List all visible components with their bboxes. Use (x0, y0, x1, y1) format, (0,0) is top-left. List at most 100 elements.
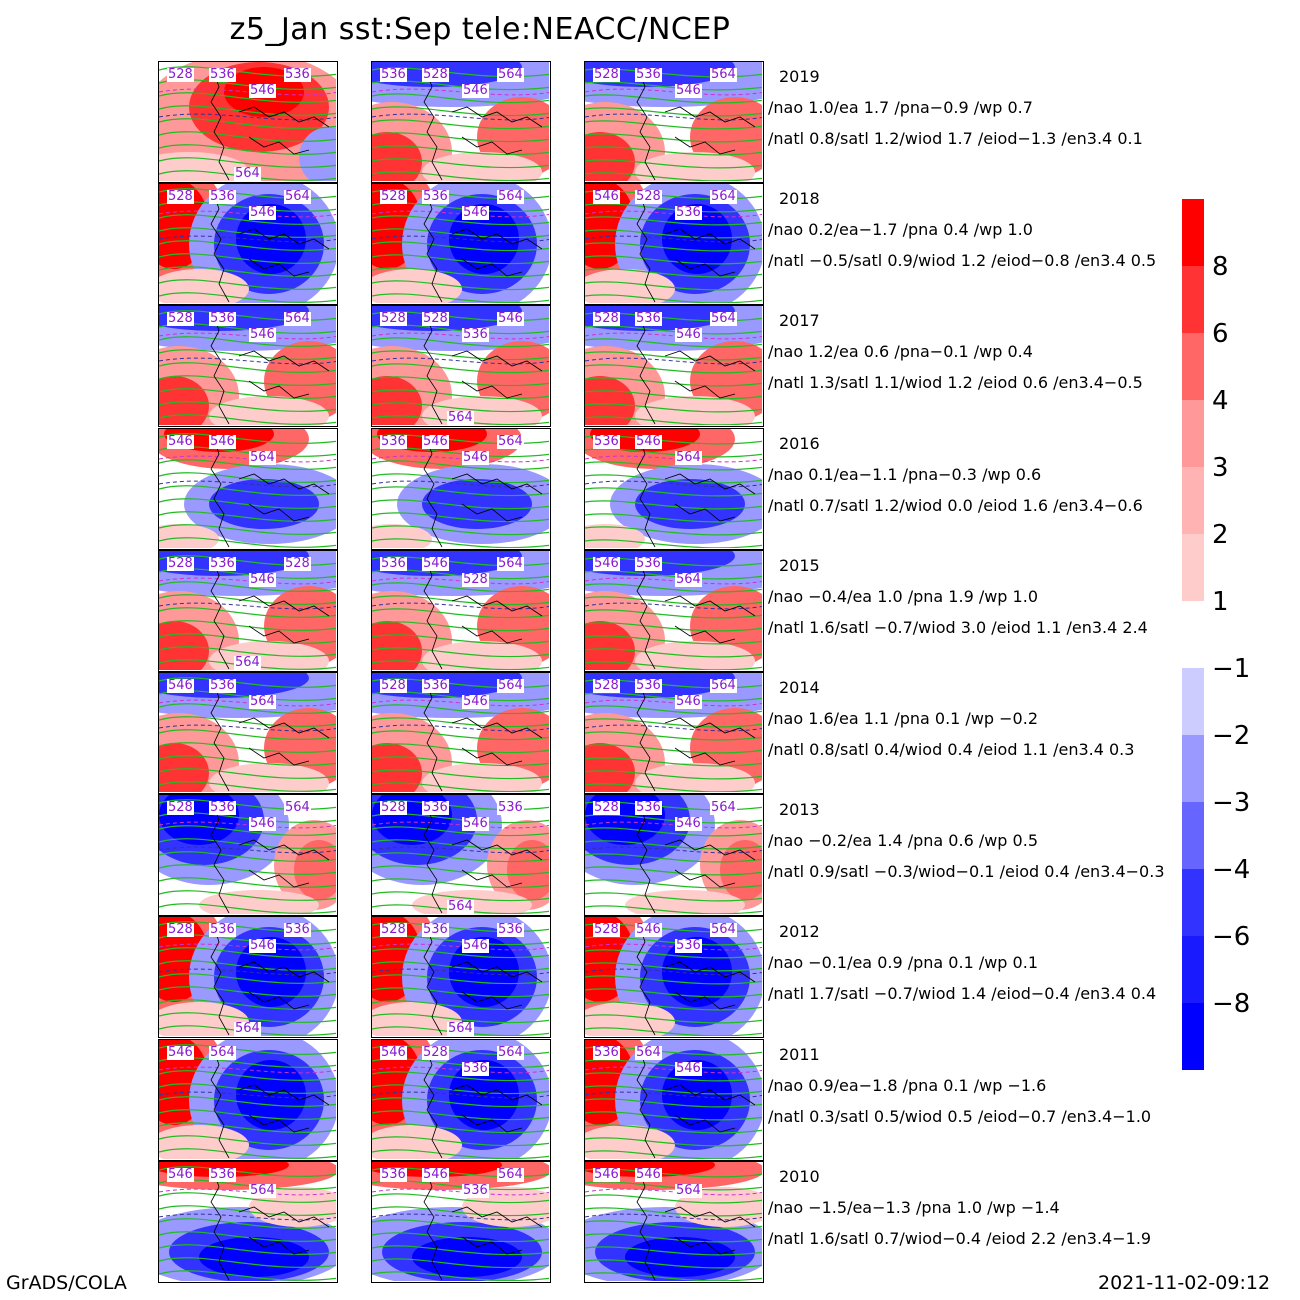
map-canvas (159, 184, 336, 304)
contour-label: 564 (497, 433, 524, 449)
geopotential-contour (159, 349, 336, 361)
coastline (210, 560, 330, 669)
geopotential-contour (585, 242, 762, 252)
coastline (210, 316, 330, 425)
climatology-contour (159, 944, 336, 951)
contour-label: 564 (710, 800, 737, 816)
colorbar-tick-label: −8 (1212, 989, 1251, 1019)
geopotential-contour (372, 1232, 549, 1242)
colorbar-tick-label: 8 (1212, 252, 1229, 282)
geopotential-contour (159, 336, 336, 348)
geopotential-contour (585, 94, 762, 104)
geopotential-contour (372, 769, 549, 780)
contour-label: 536 (209, 189, 236, 205)
index-line-1: /nao 0.1/ea−1.1 /pna−0.3 /wp 0.6 (768, 464, 1042, 484)
geopotential-contour (159, 388, 336, 400)
geopotential-contour (585, 1136, 762, 1147)
index-line-2: /natl 1.6/satl 0.7/wiod−0.4 /eiod 2.2 /e… (768, 1228, 1152, 1248)
geopotential-contour (159, 1108, 336, 1120)
geopotential-contour (372, 1083, 549, 1094)
climatology-contour (585, 577, 762, 585)
contour-label: 546 (167, 1166, 194, 1182)
climatology-contour (585, 1213, 762, 1221)
colorbar-swatch (1182, 266, 1204, 333)
geopotential-contour (372, 634, 549, 644)
contour-label: 564 (710, 189, 737, 205)
map-canvas (585, 306, 762, 426)
geopotential-contour (159, 973, 336, 985)
colorbar-swatch (1182, 400, 1204, 467)
anomaly-shading (662, 937, 732, 1008)
coastline (423, 682, 543, 792)
year-index-block: 2012/nao −0.1/ea 0.9 /pna 0.1 /wp 0.1/na… (768, 916, 1188, 1009)
anomaly-shading (585, 620, 635, 670)
year-label: 2016 (779, 433, 820, 453)
contour-label: 546 (462, 694, 489, 709)
year-label: 2014 (779, 678, 820, 697)
contour-label: 564 (447, 1021, 474, 1037)
geopotential-contour (159, 1069, 336, 1081)
contour-label: 546 (462, 449, 489, 465)
geopotential-contour (585, 499, 762, 510)
contour-label: 536 (635, 555, 662, 571)
climatology-contour (159, 1066, 336, 1073)
anomaly-shading (625, 890, 745, 915)
anomaly-shading (159, 1002, 249, 1037)
geopotential-contour (372, 511, 549, 522)
geopotential-contour (372, 485, 549, 496)
climatology-contour (585, 699, 762, 707)
contour-label: 564 (497, 555, 524, 571)
geopotential-contour (585, 146, 762, 156)
geopotential-contour (159, 131, 336, 142)
geopotential-contour (159, 1243, 336, 1255)
footer-timestamp: 2021-11-02-09:12 (1098, 1272, 1271, 1294)
geopotential-contour (159, 66, 336, 77)
map-panel-2010-2: 536 546 536 564 (371, 1160, 551, 1283)
anomaly-shading (159, 743, 209, 792)
geopotential-contour (585, 486, 762, 497)
contour-label: 536 (422, 189, 449, 205)
geopotential-contour (585, 133, 762, 143)
coastline (210, 927, 330, 1036)
coastline (636, 71, 756, 181)
map-canvas (585, 550, 762, 670)
climatology-contour (372, 1091, 549, 1098)
geopotential-contour (372, 215, 549, 226)
contour-label: 528 (593, 311, 620, 327)
coastline (636, 1171, 756, 1280)
geopotential-contour (159, 851, 336, 863)
contour-label: 564 (710, 67, 737, 82)
index-line-2: /natl −0.5/satl 0.9/wiod 1.2 /eiod−0.8 /… (768, 251, 1157, 271)
geopotential-contour (585, 351, 762, 361)
contour-label: 564 (497, 1044, 524, 1060)
index-line-2: /natl 0.9/satl −0.3/wiod−0.1 /eiod 0.4 /… (768, 862, 1165, 882)
climatology-contour (585, 358, 762, 365)
geopotential-contour (159, 157, 336, 168)
contour-label: 528 (593, 678, 620, 693)
geopotential-contour (372, 595, 549, 605)
coastline (423, 71, 543, 181)
climatology-contour (159, 969, 336, 976)
contour-label: 546 (380, 1044, 407, 1060)
map-canvas (159, 1039, 336, 1159)
geopotential-contour (372, 948, 549, 959)
geopotential-contour (372, 1013, 549, 1024)
geopotential-contour (159, 92, 336, 103)
coastline (423, 194, 543, 303)
geopotential-contour (585, 1123, 762, 1134)
geopotential-contour (585, 1207, 762, 1217)
climatology-contour (372, 1213, 549, 1221)
map-panel-2012-1: 528 536 546 536 564 (158, 916, 338, 1039)
index-line-2: /natl 1.6/satl −0.7/wiod 3.0 /eiod 1.1 /… (768, 617, 1148, 637)
climatology-contour (159, 235, 336, 243)
anomaly-shading (372, 269, 462, 304)
geopotential-contour (372, 389, 549, 400)
anomaly-shading (199, 890, 319, 915)
geopotential-contour (585, 853, 762, 863)
contour-label: 536 (462, 1060, 489, 1076)
contour-label: 528 (422, 1044, 449, 1060)
geopotential-contour (159, 742, 336, 753)
climatology-contour (372, 846, 549, 854)
contour-label: 536 (497, 800, 524, 816)
geopotential-contour (372, 280, 549, 291)
